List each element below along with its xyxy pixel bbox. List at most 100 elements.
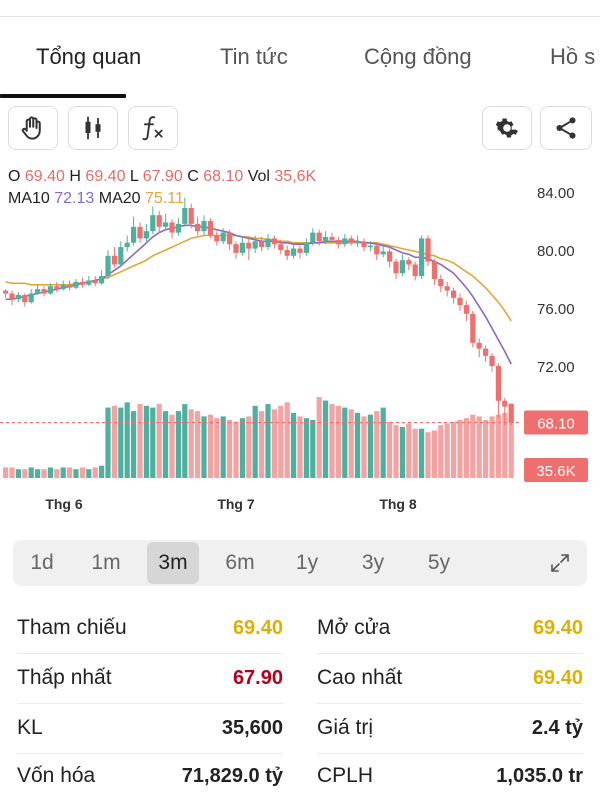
volume-bar <box>393 425 399 478</box>
row-divider <box>317 703 583 704</box>
ma10-label: MA10 <box>8 190 50 207</box>
candle-body <box>457 297 463 306</box>
candle-body <box>60 284 66 290</box>
candle-body <box>118 247 124 265</box>
volume-tag <box>524 458 588 482</box>
candle-body <box>367 245 373 248</box>
chart-type-button[interactable] <box>68 106 118 150</box>
candle-body <box>284 250 290 256</box>
volume-bar <box>355 412 361 478</box>
indicator-button[interactable] <box>128 106 178 150</box>
candle-body <box>92 280 98 284</box>
candle-body <box>233 244 239 253</box>
volume-bar <box>380 407 386 478</box>
volume-bar <box>387 421 393 478</box>
row-divider <box>317 753 583 754</box>
price-chart[interactable]: 84.00 80.00 76.00 72.00 68.10 35.6K Thg 6 Thg 7… <box>0 160 600 520</box>
volume-bar <box>252 405 258 478</box>
volume-bar <box>303 418 309 478</box>
candle-body <box>508 403 514 423</box>
candle-body <box>310 232 316 243</box>
candle-body <box>323 236 329 242</box>
shares-outstanding-label: CPLH <box>317 764 374 787</box>
volume-tag-label: 35.6K <box>536 463 575 480</box>
range-3m[interactable]: 3m <box>147 542 199 584</box>
expand-button[interactable] <box>537 540 583 586</box>
candle-body <box>73 281 79 288</box>
candle-body <box>41 289 47 294</box>
candle-body <box>265 238 271 248</box>
range-6m[interactable]: 6m <box>225 551 255 574</box>
tab-overview[interactable]: Tổng quan <box>36 44 142 69</box>
volume-bar <box>438 425 444 478</box>
candle-body <box>188 207 194 224</box>
candle-body <box>419 238 425 277</box>
candle-body <box>15 294 21 300</box>
shares-outstanding-value: 1,035.0 tr <box>496 765 583 787</box>
settings-button[interactable] <box>482 106 532 150</box>
candle-body <box>163 222 169 227</box>
candle-body <box>361 241 367 248</box>
candle-body <box>99 276 105 284</box>
open-label: O <box>8 168 21 185</box>
low-price-value: 67.90 <box>232 667 283 689</box>
tab-news[interactable]: Tin tức <box>220 44 288 69</box>
y-tick-label: 72.00 <box>537 359 575 376</box>
value-amount: 2.4 tỷ <box>531 717 583 739</box>
volume-bar <box>207 414 213 478</box>
candle-body <box>28 293 34 303</box>
volume-bar <box>297 416 303 478</box>
low-label: L <box>129 168 139 185</box>
drawing-tool-button[interactable] <box>8 106 58 150</box>
row-divider <box>17 703 283 704</box>
range-1d[interactable]: 1d <box>30 551 54 574</box>
volume-bar <box>508 414 514 478</box>
candle-body <box>470 313 476 343</box>
volume-bar <box>310 419 316 478</box>
volume-bar <box>291 412 297 478</box>
candle-body <box>9 293 15 300</box>
share-button[interactable] <box>540 106 592 150</box>
volume-bar <box>60 467 66 478</box>
candle-body <box>489 355 495 366</box>
volume-bar <box>47 467 53 478</box>
candle-body <box>252 241 258 249</box>
volume-bar <box>79 467 85 478</box>
volume-bar <box>271 409 277 478</box>
candle-body <box>355 241 361 243</box>
candle-body <box>195 223 201 232</box>
volume-bar <box>124 402 130 478</box>
volume-bar <box>457 419 463 478</box>
range-1y[interactable]: 1y <box>295 551 319 574</box>
volume-bar <box>92 467 98 478</box>
volume-bar <box>150 407 156 478</box>
volume-bar <box>99 465 105 478</box>
candle-body <box>431 261 437 279</box>
candle-body <box>380 251 386 255</box>
last-price-tag <box>524 410 588 435</box>
volume-bar <box>489 416 495 478</box>
volume-bar <box>54 469 60 478</box>
volume-bar <box>233 421 239 478</box>
ma-legend: MA10 72.13 MA20 75.11 <box>8 190 184 208</box>
volume-bar <box>483 419 489 478</box>
y-tick-label: 76.00 <box>537 301 575 318</box>
volume-bar <box>476 416 482 478</box>
range-1m[interactable]: 1m <box>91 551 121 574</box>
range-3y[interactable]: 3y <box>361 551 385 574</box>
candle-body <box>214 235 220 242</box>
x-tick-label: Thg 8 <box>379 496 417 512</box>
volume-bar <box>86 469 92 478</box>
range-5y[interactable]: 5y <box>427 551 451 574</box>
volume-bar <box>246 416 252 478</box>
volume-bar <box>463 418 469 478</box>
volume-bar <box>265 404 271 478</box>
tab-community[interactable]: Cộng đồng <box>364 44 472 69</box>
volume-label: KL <box>17 716 43 739</box>
volume-value: 35,6K <box>274 168 317 185</box>
low-value: 67.90 <box>142 168 183 185</box>
volume-bar <box>227 419 233 478</box>
gear-icon <box>495 118 518 138</box>
tab-profile[interactable]: Hồ s <box>550 44 596 69</box>
open-price-label: Mở cửa <box>317 616 391 639</box>
